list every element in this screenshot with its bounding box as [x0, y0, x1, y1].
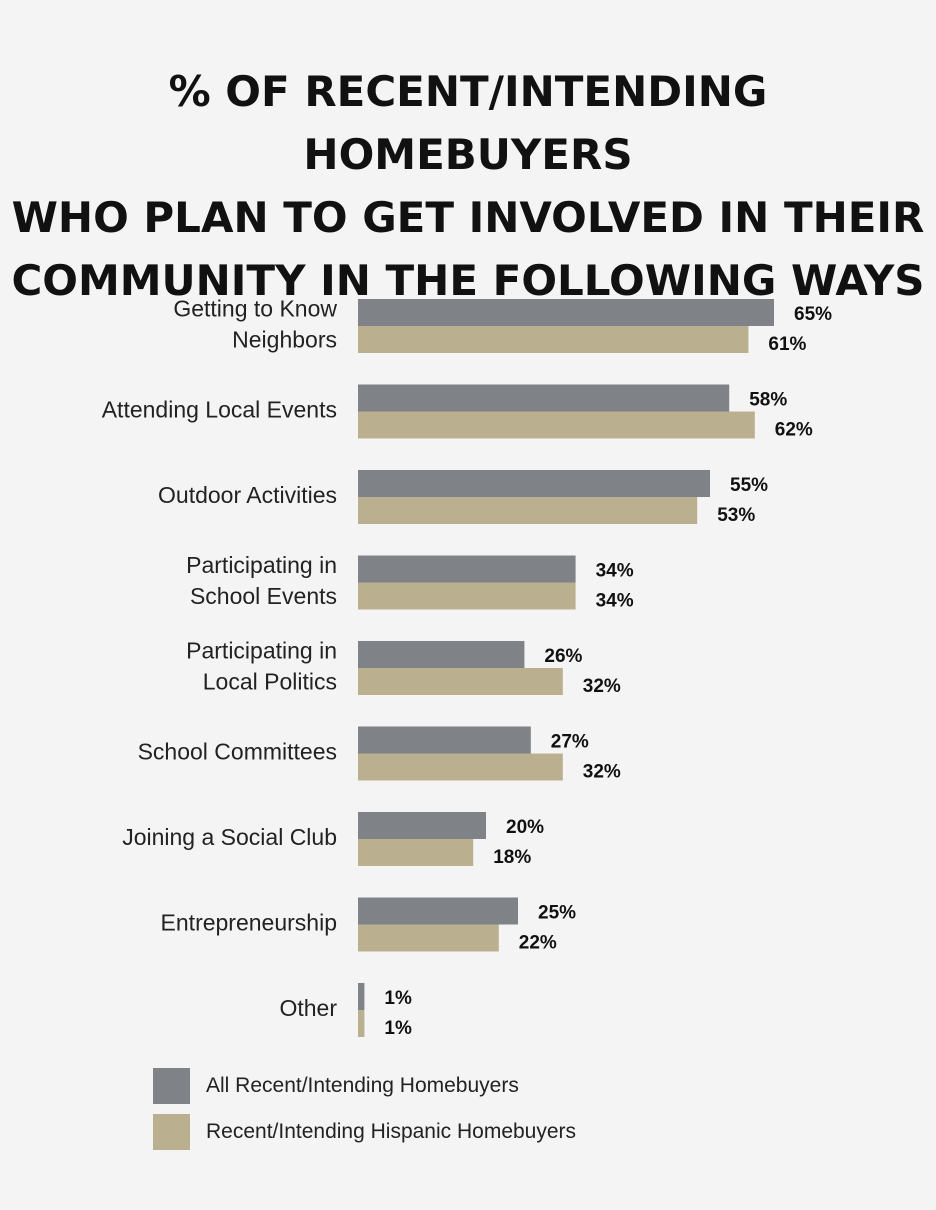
- category-label-8-0: Other: [279, 995, 337, 1021]
- bar-all-8: [358, 983, 365, 1010]
- category-label-3-0: Participating in: [186, 552, 337, 578]
- category-label-7-0: Entrepreneurship: [161, 910, 337, 936]
- data-label-hispanic-7: 22%: [519, 933, 557, 954]
- data-label-all-4: 26%: [544, 646, 582, 667]
- bar-hispanic-5: [358, 753, 563, 781]
- chart-title: % OF RECENT/INTENDING HOMEBUYERS WHO PLA…: [0, 60, 936, 312]
- legend-swatch-hispanic: [153, 1114, 190, 1150]
- data-label-hispanic-2: 53%: [717, 505, 755, 526]
- bar-hispanic-6: [358, 839, 474, 866]
- legend-label-hispanic: Recent/Intending Hispanic Homebuyers: [206, 1120, 577, 1143]
- legend-swatch-all: [153, 1068, 190, 1104]
- data-label-hispanic-4: 32%: [583, 676, 621, 697]
- bar-hispanic-2: [358, 497, 698, 524]
- chart-title-line-1: % OF RECENT/INTENDING HOMEBUYERS: [168, 67, 768, 179]
- category-label-0-0: Getting to Know: [173, 296, 337, 322]
- data-label-all-0: 65%: [794, 304, 832, 325]
- bar-all-0: [358, 299, 774, 326]
- bar-hispanic-7: [358, 924, 499, 952]
- category-label-3-1: School Events: [190, 583, 337, 609]
- data-label-hispanic-6: 18%: [493, 847, 531, 868]
- bar-all-3: [358, 555, 576, 583]
- chart-title-line-3: COMMUNITY IN THE FOLLOWING WAYS: [11, 256, 925, 305]
- bar-hispanic-8: [358, 1010, 365, 1037]
- category-label-6-0: Joining a Social Club: [122, 824, 337, 850]
- bar-hispanic-0: [358, 326, 749, 353]
- data-label-all-3: 34%: [596, 561, 634, 582]
- bar-chart: 65% 61% Getting to Know Neighbors 58% 62% Atte…: [102, 296, 832, 1039]
- data-label-all-7: 25%: [538, 903, 576, 924]
- category-label-5-0: School Committees: [138, 739, 337, 765]
- data-label-hispanic-0: 61%: [768, 334, 806, 355]
- bar-all-2: [358, 470, 710, 497]
- bar-all-6: [358, 812, 486, 839]
- bar-all-5: [358, 726, 531, 754]
- category-label-1-0: Attending Local Events: [102, 397, 337, 423]
- bar-all-7: [358, 897, 518, 925]
- bar-hispanic-4: [358, 668, 563, 695]
- bar-all-4: [358, 641, 525, 668]
- data-label-hispanic-8: 1%: [384, 1018, 412, 1039]
- data-label-all-5: 27%: [551, 732, 589, 753]
- data-label-all-8: 1%: [384, 988, 412, 1009]
- category-label-4-1: Local Politics: [203, 669, 337, 695]
- data-label-all-2: 55%: [730, 475, 768, 496]
- category-label-4-0: Participating in: [186, 638, 337, 664]
- data-label-hispanic-5: 32%: [583, 762, 621, 783]
- data-label-hispanic-3: 34%: [596, 591, 634, 612]
- data-label-all-1: 58%: [749, 390, 787, 411]
- chart-title-line-2: WHO PLAN TO GET INVOLVED IN THEIR: [11, 193, 925, 242]
- legend-label-all: All Recent/Intending Homebuyers: [206, 1074, 519, 1097]
- data-label-hispanic-1: 62%: [775, 420, 813, 441]
- category-label-2-0: Outdoor Activities: [158, 482, 337, 508]
- bar-hispanic-3: [358, 582, 576, 610]
- category-label-0-1: Neighbors: [232, 327, 337, 353]
- bar-hispanic-1: [358, 411, 755, 439]
- data-label-all-6: 20%: [506, 817, 544, 838]
- bar-all-1: [358, 384, 730, 412]
